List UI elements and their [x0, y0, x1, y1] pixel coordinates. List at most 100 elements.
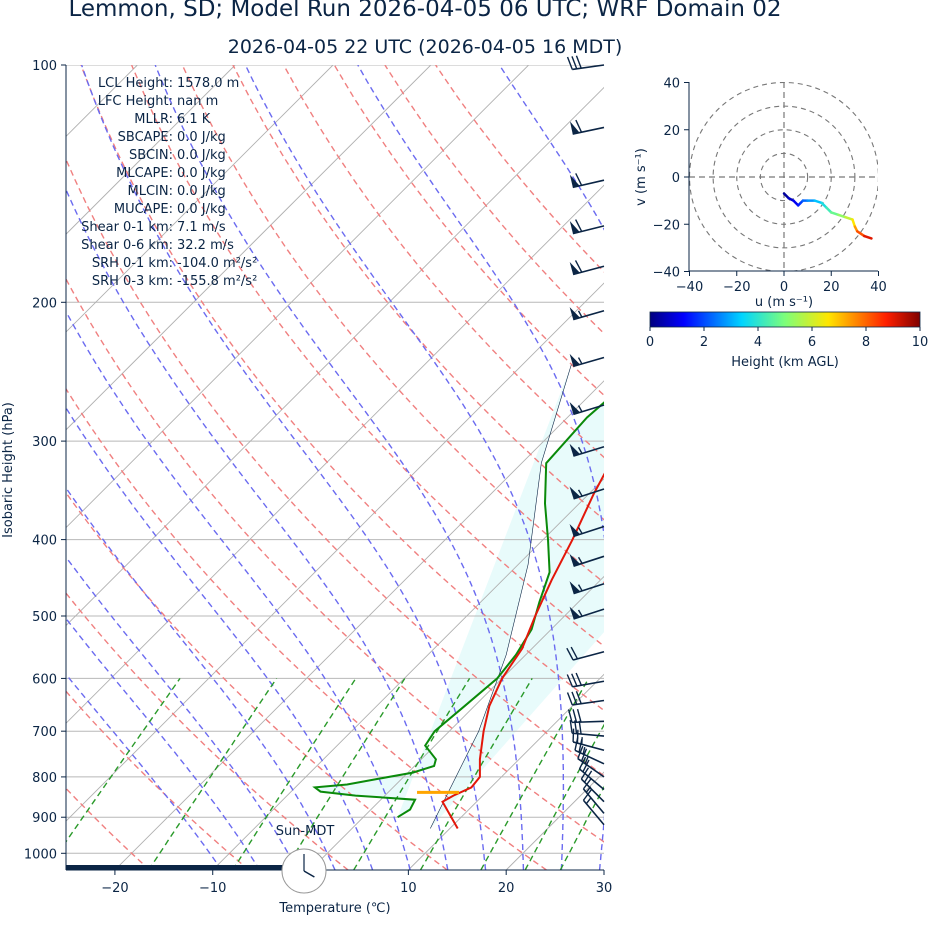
colorbar-label: Height (km AGL)	[731, 355, 839, 370]
x-tick-label: 10	[400, 881, 417, 896]
wind-barb	[569, 219, 605, 235]
colorbar-tick-label: 8	[862, 335, 870, 350]
wind-barb	[577, 745, 605, 778]
hodo-x-tick-label: −20	[723, 280, 750, 295]
mixing-ratio-line	[419, 678, 533, 870]
y-axis-label: Isobaric Height (hPa)	[1, 402, 16, 538]
mixing-ratio-line	[524, 723, 604, 870]
hodograph-segment	[855, 230, 866, 238]
moist-adiabat	[154, 65, 525, 870]
x-axis-label: Temperature (℃)	[278, 901, 390, 916]
dry-adiabat	[282, 65, 604, 459]
isotherm	[66, 65, 529, 529]
hodo-y-tick-label: 40	[663, 77, 680, 92]
chart-subtitle: 2026-04-05 22 UTC (2026-04-05 16 MDT)	[227, 36, 623, 58]
y-tick-label: 800	[32, 771, 57, 786]
colorbar-ticks: 0 2 4 6 8 10	[646, 327, 928, 350]
dry-adiabat	[66, 690, 250, 870]
stat-value: 7.1 m/s	[177, 220, 226, 235]
stat-label: MLLR:	[134, 112, 173, 127]
hodo-x-tick-label: 40	[870, 280, 887, 295]
mixing-ratio-line	[284, 678, 406, 870]
stat-label: LFC Height:	[98, 94, 173, 109]
wind-barb	[566, 646, 605, 661]
x-tick-label: −20	[101, 881, 128, 896]
isotherm	[66, 184, 604, 724]
wind-barb	[566, 672, 605, 688]
moist-adiabat	[66, 486, 336, 870]
isotherm	[310, 575, 604, 870]
x-tick-label: 30	[596, 881, 613, 896]
hodo-y-tick-label: 0	[672, 171, 680, 186]
mixing-ratio-lines	[66, 677, 604, 870]
dry-adiabats	[66, 65, 604, 870]
isotherm	[66, 65, 334, 333]
chart-title: Lemmon, SD; Model Run 2026-04-05 06 UTC;…	[68, 0, 782, 22]
isotherm	[603, 869, 604, 870]
dry-adiabat	[66, 787, 151, 870]
moist-adiabats	[66, 65, 604, 870]
hodograph-trace	[782, 192, 873, 240]
mixing-ratio-line	[480, 678, 590, 870]
stat-label: MLCAPE:	[116, 166, 173, 181]
mixing-ratio-line	[66, 677, 181, 843]
stat-label: SBCIN:	[129, 148, 173, 163]
dry-adiabat	[80, 65, 604, 712]
dry-adiabat	[333, 65, 604, 397]
x-ticks: −20−100102030	[101, 870, 612, 896]
y-tick-label: 300	[32, 435, 57, 450]
hodograph-x-label: u (m s⁻¹)	[755, 295, 813, 310]
temperature-line	[441, 472, 604, 829]
y-tick-label: 100	[32, 59, 57, 74]
wind-barb	[569, 401, 605, 416]
wind-barb	[569, 581, 605, 595]
wind-barb	[582, 777, 605, 814]
dewpoint-line	[312, 401, 604, 819]
hodo-y-tick-label: 20	[663, 124, 680, 139]
hodograph-y-label: v (m s⁻¹)	[634, 148, 649, 206]
y-tick-label: 700	[32, 725, 57, 740]
stat-label: SRH 0-3 km:	[92, 274, 173, 289]
isotherm	[66, 65, 432, 431]
hodo-y-tick-label: −20	[653, 218, 680, 233]
mixing-ratio-line	[353, 678, 471, 870]
y-ticks: 100 200 300 400 500 600 700 800 900 1000	[24, 59, 66, 862]
wind-barb	[569, 486, 605, 500]
stat-label: MUCAPE:	[114, 202, 173, 217]
surface-bar	[66, 865, 306, 870]
moist-adiabat	[66, 555, 299, 870]
wind-barb	[580, 767, 605, 803]
hodograph-plot: −40 −20 0 20 40 −40 −20 0 20 40 u (m s⁻¹) v (m s⁻…	[634, 77, 928, 371]
colorbar-tick-label: 0	[646, 335, 654, 350]
dry-adiabat	[130, 65, 604, 647]
stat-value: 6.1 K	[177, 112, 211, 127]
colorbar-tick-label: 4	[754, 335, 762, 350]
colorbar	[649, 311, 921, 328]
stat-value: 1578.0 m	[177, 76, 239, 91]
cape-shading	[314, 364, 604, 829]
dry-adiabat	[66, 157, 604, 777]
wind-barb	[566, 55, 605, 71]
stat-value: 0.0 J/kg	[177, 184, 226, 199]
stat-label: LCL Height:	[98, 76, 173, 91]
wind-barb	[567, 708, 605, 724]
hodo-y-tick-label: −40	[653, 266, 680, 281]
wind-barb	[566, 691, 605, 706]
wind-barb	[572, 728, 605, 751]
y-tick-label: 500	[32, 610, 57, 625]
stat-value: -155.8 m²/s²	[177, 274, 257, 289]
mixing-ratio-line	[148, 678, 278, 870]
hodo-x-tick-label: 20	[823, 280, 840, 295]
moist-adiabat	[244, 65, 565, 870]
mixing-ratio-line	[232, 678, 357, 870]
hodo-x-tick-label: −40	[676, 280, 703, 295]
y-tick-label: 1000	[24, 847, 57, 862]
isotherm	[66, 65, 138, 138]
stat-label: Shear 0-1 km:	[81, 220, 173, 235]
wind-barb	[569, 119, 605, 135]
dry-adiabat	[66, 592, 349, 870]
dry-adiabat	[435, 65, 604, 273]
colorbar-tick-label: 2	[700, 335, 708, 350]
